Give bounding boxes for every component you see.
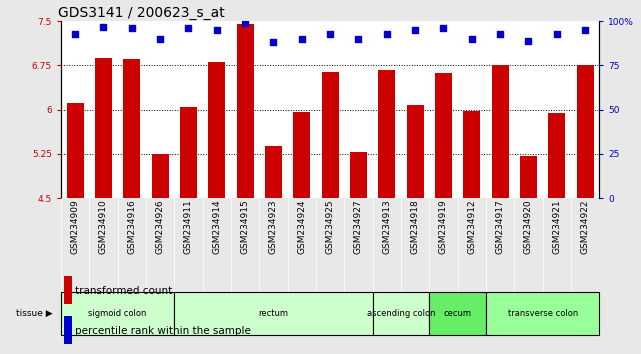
Bar <box>61 292 174 335</box>
Bar <box>237 24 254 198</box>
Text: GDS3141 / 200623_s_at: GDS3141 / 200623_s_at <box>58 6 225 20</box>
Point <box>495 31 505 36</box>
Bar <box>95 58 112 198</box>
Bar <box>64 316 72 344</box>
Bar <box>67 103 83 198</box>
Point <box>467 36 477 42</box>
Bar <box>265 146 282 198</box>
Bar <box>548 113 565 198</box>
Bar <box>492 65 509 198</box>
Text: tissue ▶: tissue ▶ <box>16 309 53 318</box>
Point <box>297 36 307 42</box>
Bar <box>174 292 372 335</box>
Point <box>381 31 392 36</box>
Point <box>98 24 108 29</box>
Point <box>183 25 194 31</box>
Bar <box>435 73 452 198</box>
Point <box>580 27 590 33</box>
Text: rectum: rectum <box>258 309 288 318</box>
Bar <box>463 111 480 198</box>
Point <box>269 40 279 45</box>
Text: cecum: cecum <box>444 309 472 318</box>
Text: transverse colon: transverse colon <box>508 309 578 318</box>
Text: sigmoid colon: sigmoid colon <box>88 309 147 318</box>
Bar <box>406 105 424 198</box>
Bar <box>372 292 429 335</box>
Point <box>155 36 165 42</box>
Point <box>240 20 250 26</box>
Bar <box>429 292 486 335</box>
Bar <box>350 152 367 198</box>
Point <box>127 25 137 31</box>
Bar <box>208 62 225 198</box>
Bar <box>520 156 537 198</box>
Bar <box>486 292 599 335</box>
Point <box>552 31 562 36</box>
Point <box>523 38 533 44</box>
Point <box>410 27 420 33</box>
Bar <box>64 276 72 304</box>
Point <box>70 31 80 36</box>
Text: transformed count: transformed count <box>76 286 172 296</box>
Bar <box>322 72 338 198</box>
Point <box>353 36 363 42</box>
Point <box>325 31 335 36</box>
Point <box>212 27 222 33</box>
Bar <box>378 70 395 198</box>
Bar <box>294 112 310 198</box>
Bar <box>577 65 594 198</box>
Text: ascending colon: ascending colon <box>367 309 435 318</box>
Bar <box>123 59 140 198</box>
Text: percentile rank within the sample: percentile rank within the sample <box>76 326 251 336</box>
Bar <box>151 154 169 198</box>
Bar <box>180 107 197 198</box>
Point <box>438 25 449 31</box>
